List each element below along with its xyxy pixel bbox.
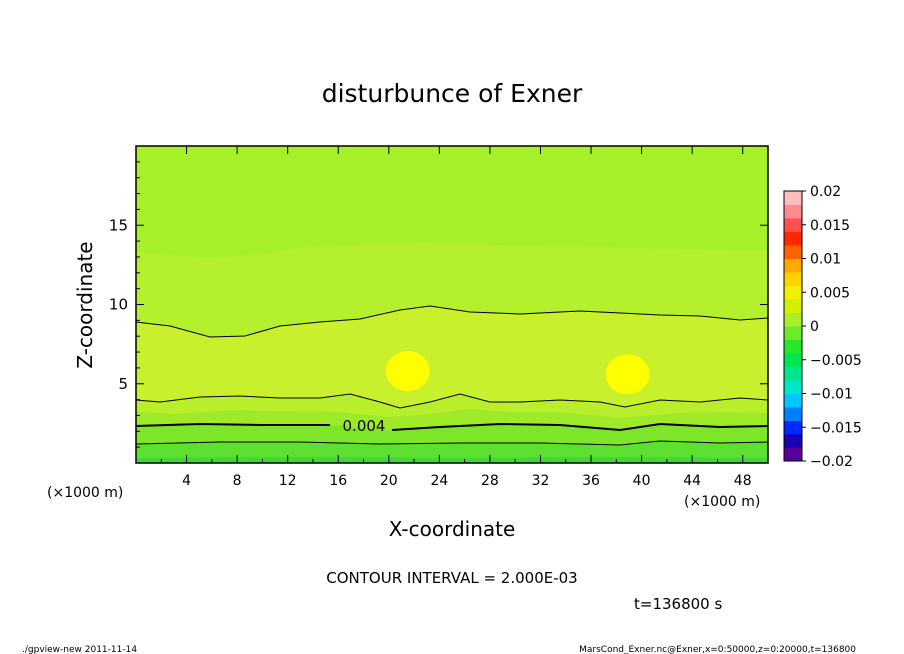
band-floor xyxy=(136,457,768,463)
x-tick-label: 4 xyxy=(182,473,191,489)
colorbar-swatch xyxy=(784,353,802,367)
plot-area: 0.004 xyxy=(135,145,769,464)
x-tick-label: 20 xyxy=(380,473,398,489)
colorbar-swatch xyxy=(784,285,802,300)
colorbar-swatch xyxy=(784,366,802,381)
x-tick-label: 36 xyxy=(582,473,600,489)
colorbar-labels: 0.02 0.015 0.01 0.005 0 −0.005 −0.01 −0.015 −0.0… xyxy=(802,184,862,470)
x-tick-label: 40 xyxy=(633,473,651,489)
colorbar-tick-label: 0 xyxy=(810,319,819,335)
colorbar-swatch xyxy=(784,231,802,246)
y-tick-label: 10 xyxy=(109,296,128,314)
colorbar-tick-label: 0.005 xyxy=(810,285,850,301)
colorbar-swatch xyxy=(784,218,802,232)
y-axis-ticks: 5 10 15 xyxy=(109,161,768,448)
contour-label: 0.004 xyxy=(343,417,386,435)
blob-group xyxy=(385,351,650,395)
x-tick-label: 28 xyxy=(481,473,499,489)
contour-line-lower xyxy=(136,393,768,409)
colorbar-swatch xyxy=(784,407,802,421)
colorbar-swatch xyxy=(784,272,802,286)
contour-line-bottom xyxy=(136,440,768,446)
x-tick-label: 8 xyxy=(233,473,242,489)
x-tick-label: 32 xyxy=(532,473,550,489)
colorbar-swatch xyxy=(784,191,802,205)
colorbar-swatch xyxy=(784,420,802,435)
x-unit-label-right: (×1000 m) xyxy=(684,494,760,510)
colorbar-tick-label: 0.015 xyxy=(810,218,850,234)
colorbar-tick-label: −0.01 xyxy=(810,387,853,403)
x-tick-label: 44 xyxy=(683,473,701,489)
x-unit-label-left: (×1000 m) xyxy=(47,485,123,501)
contour-line-0004 xyxy=(136,422,768,432)
x-tick-label: 24 xyxy=(430,473,448,489)
x-axis-label: X-coordinate xyxy=(389,517,516,541)
x-axis-ticks: 4 8 12 16 20 24 28 32 36 40 44 48 xyxy=(160,146,752,489)
yellow-blob xyxy=(605,354,650,395)
contour-line-upper xyxy=(136,305,768,338)
colorbar-swatch xyxy=(784,447,802,462)
contour-interval-text: CONTOUR INTERVAL = 2.000E-03 xyxy=(326,569,577,587)
colorbar-swatch xyxy=(784,299,802,313)
colorbar-swatch xyxy=(784,258,802,273)
colorbar-swatch xyxy=(784,434,802,448)
colorbar-swatch xyxy=(784,245,802,259)
colorbar-swatch xyxy=(784,326,802,340)
colorbar-tick-label: 0.01 xyxy=(810,252,841,268)
x-tick-label: 12 xyxy=(279,473,297,489)
colorbar-tick-label: 0.02 xyxy=(810,184,841,200)
x-tick-label: 48 xyxy=(734,473,752,489)
colorbar-swatch xyxy=(784,339,802,354)
chart-title: disturbunce of Exner xyxy=(322,79,583,108)
footer-right: MarsCond_Exner.nc@Exner,x=0:50000,z=0:20… xyxy=(579,645,856,654)
y-tick-label: 5 xyxy=(118,375,128,393)
x-tick-label: 16 xyxy=(329,473,347,489)
footer-left: ./gpview-new 2011-11-14 xyxy=(22,645,137,654)
yellow-blob xyxy=(385,351,430,392)
y-tick-label: 15 xyxy=(109,216,128,234)
colorbar-swatch xyxy=(784,312,802,327)
time-text: t=136800 s xyxy=(634,595,722,613)
colorbar-tick-label: −0.02 xyxy=(810,454,853,470)
colorbar-swatch xyxy=(784,380,802,394)
y-axis-label: Z-coordinate xyxy=(73,241,97,368)
colorbar-swatch xyxy=(784,393,802,408)
colorbar-tick-label: −0.015 xyxy=(810,420,862,436)
colorbar-tick-label: −0.005 xyxy=(810,353,862,369)
colorbar xyxy=(783,190,803,462)
colorbar-swatch xyxy=(784,204,802,219)
